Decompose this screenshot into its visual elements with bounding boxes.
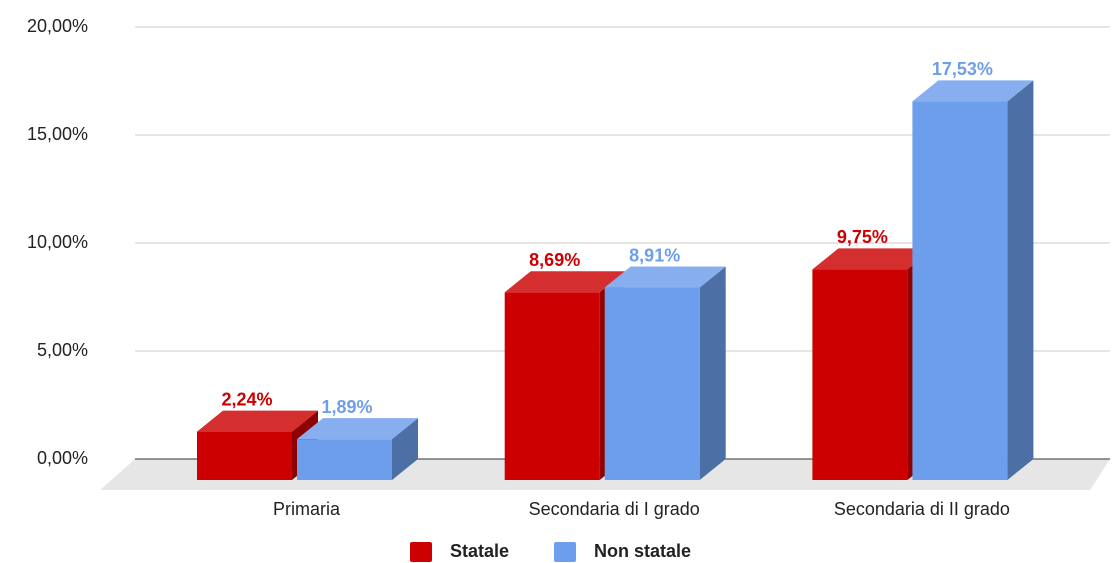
bar-top — [912, 80, 1034, 102]
legend-swatch — [410, 542, 432, 562]
bar — [604, 266, 726, 480]
legend-label: Statale — [450, 541, 509, 561]
bar-front — [297, 439, 392, 480]
y-tick-label: 5,00% — [37, 340, 88, 360]
bar — [297, 418, 418, 480]
y-tick-label: 0,00% — [37, 448, 88, 468]
x-tick-label: Secondaria di I grado — [529, 499, 700, 519]
value-label: 8,91% — [629, 245, 680, 265]
legend-label: Non statale — [594, 541, 691, 561]
bar-front — [197, 431, 292, 480]
bar — [912, 80, 1034, 481]
y-tick-label: 10,00% — [27, 232, 88, 252]
bar — [197, 410, 318, 480]
bar-top — [812, 248, 934, 270]
value-label: 8,69% — [529, 250, 580, 270]
x-tick-label: Secondaria di II grado — [834, 499, 1010, 519]
x-tick-label: Primaria — [273, 499, 341, 519]
bar-front — [912, 101, 1008, 481]
value-label: 1,89% — [321, 397, 372, 417]
bar-front — [604, 287, 700, 480]
bar-front — [504, 292, 600, 480]
bar-front — [812, 269, 908, 480]
legend-swatch — [554, 542, 577, 562]
bar-top — [197, 410, 318, 432]
y-tick-label: 15,00% — [27, 124, 88, 144]
bar-top — [604, 266, 726, 288]
bar-top — [504, 271, 626, 293]
bar-side — [1007, 80, 1034, 481]
bar-side — [699, 266, 726, 480]
value-label: 17,53% — [932, 59, 993, 79]
bar-top — [297, 418, 418, 440]
value-label: 9,75% — [837, 227, 888, 247]
y-tick-label: 20,00% — [27, 16, 88, 36]
bar-side — [392, 418, 418, 480]
value-label: 2,24% — [221, 389, 272, 409]
